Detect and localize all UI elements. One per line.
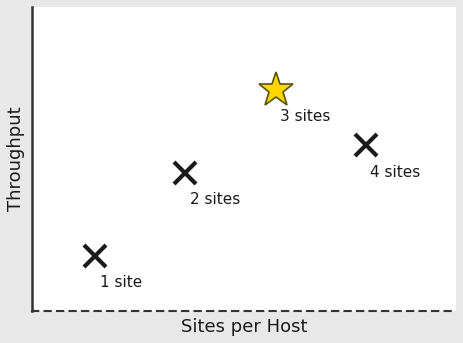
Text: 3 sites: 3 sites	[280, 109, 331, 124]
Text: 1 site: 1 site	[100, 275, 142, 290]
X-axis label: Sites per Host: Sites per Host	[181, 318, 307, 336]
Y-axis label: Throughput: Throughput	[7, 107, 25, 211]
Text: 4 sites: 4 sites	[370, 165, 420, 179]
Text: 2 sites: 2 sites	[190, 192, 240, 207]
